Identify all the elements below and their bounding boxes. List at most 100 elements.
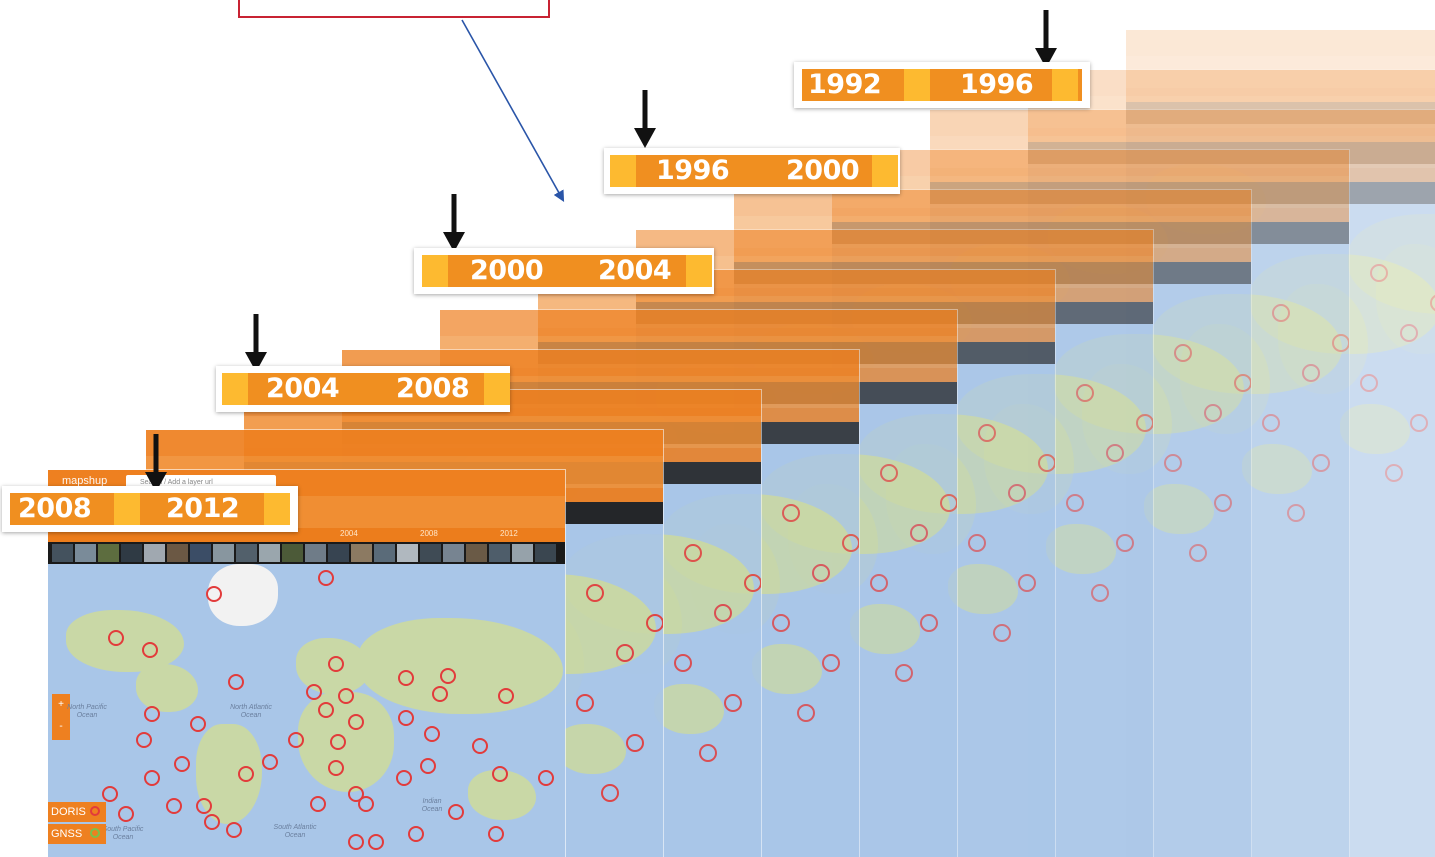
- photo-thumbnail[interactable]: [144, 544, 165, 562]
- station-marker[interactable]: [328, 656, 344, 672]
- land: [654, 684, 724, 734]
- layer-label: GNSS: [51, 828, 83, 840]
- photo-thumbnail[interactable]: [167, 544, 188, 562]
- station-marker[interactable]: [318, 570, 334, 586]
- station-marker[interactable]: [440, 668, 456, 684]
- zoom-in-button[interactable]: +: [58, 699, 64, 710]
- layer-doris[interactable]: DORIS: [48, 802, 106, 822]
- station-marker: [1272, 304, 1290, 322]
- station-marker[interactable]: [338, 688, 354, 704]
- photo-thumbnail[interactable]: [535, 544, 556, 562]
- station-marker[interactable]: [144, 770, 160, 786]
- station-marker[interactable]: [238, 766, 254, 782]
- station-marker: [842, 534, 859, 552]
- station-marker[interactable]: [348, 834, 364, 850]
- station-marker[interactable]: [328, 760, 344, 776]
- ocean-label: North Pacific Ocean: [67, 704, 107, 719]
- station-marker[interactable]: [228, 674, 244, 690]
- top-bar: [832, 150, 1349, 176]
- photo-thumbnail[interactable]: [236, 544, 257, 562]
- photo-thumbnail[interactable]: [351, 544, 372, 562]
- photo-thumbnail[interactable]: [259, 544, 280, 562]
- land: [752, 644, 822, 694]
- station-marker: [1018, 574, 1036, 592]
- station-marker[interactable]: [396, 770, 412, 786]
- station-marker[interactable]: [102, 786, 118, 802]
- top-bar: [146, 430, 663, 456]
- station-marker[interactable]: [136, 732, 152, 748]
- photo-thumbnail[interactable]: [328, 544, 349, 562]
- photo-thumbnail[interactable]: [443, 544, 464, 562]
- photo-thumbnail[interactable]: [190, 544, 211, 562]
- station-marker[interactable]: [472, 738, 488, 754]
- station-marker[interactable]: [226, 822, 242, 838]
- station-marker[interactable]: [204, 814, 220, 830]
- station-marker: [1189, 544, 1207, 562]
- photo-thumbnail[interactable]: [75, 544, 96, 562]
- station-marker[interactable]: [488, 826, 504, 842]
- period-bar-highlight: [1052, 69, 1078, 101]
- station-marker[interactable]: [318, 702, 334, 718]
- zoom-out-button[interactable]: -: [59, 721, 63, 732]
- gnss-legend-icon: [90, 828, 100, 838]
- station-marker[interactable]: [142, 642, 158, 658]
- station-marker: [1204, 404, 1222, 422]
- station-marker[interactable]: [498, 688, 514, 704]
- station-marker: [1008, 484, 1026, 502]
- photo-thumbnail[interactable]: [374, 544, 395, 562]
- station-marker: [1312, 454, 1330, 472]
- station-marker: [993, 624, 1011, 642]
- top-bar: [1028, 70, 1435, 96]
- station-marker[interactable]: [118, 806, 134, 822]
- timeline-bar: [930, 168, 1435, 182]
- station-marker: [1066, 494, 1084, 512]
- station-marker[interactable]: [196, 798, 212, 814]
- station-marker[interactable]: [144, 706, 160, 722]
- station-marker[interactable]: [262, 754, 278, 770]
- station-marker[interactable]: [348, 786, 364, 802]
- photo-thumbnail[interactable]: [420, 544, 441, 562]
- photo-thumbnail[interactable]: [305, 544, 326, 562]
- station-marker[interactable]: [330, 734, 346, 750]
- station-marker: [1038, 454, 1055, 472]
- world-map[interactable]: + - North Pacific Ocean North Atlantic O…: [48, 564, 565, 857]
- station-marker[interactable]: [432, 686, 448, 702]
- zoom-control[interactable]: + -: [52, 694, 70, 740]
- station-marker[interactable]: [288, 732, 304, 748]
- photo-thumbnail-strip[interactable]: [48, 542, 565, 564]
- station-marker[interactable]: [408, 826, 424, 842]
- photo-thumbnail[interactable]: [282, 544, 303, 562]
- photo-thumbnail[interactable]: [121, 544, 142, 562]
- photo-thumbnail[interactable]: [466, 544, 487, 562]
- station-marker[interactable]: [108, 630, 124, 646]
- station-marker[interactable]: [306, 684, 322, 700]
- station-marker[interactable]: [538, 770, 554, 786]
- photo-thumbnail[interactable]: [397, 544, 418, 562]
- station-marker[interactable]: [448, 804, 464, 820]
- film-bar: [832, 176, 1349, 208]
- station-marker[interactable]: [424, 726, 440, 742]
- station-marker[interactable]: [190, 716, 206, 732]
- station-marker[interactable]: [420, 758, 436, 774]
- photo-thumbnail[interactable]: [213, 544, 234, 562]
- photo-thumbnail[interactable]: [52, 544, 73, 562]
- station-marker: [978, 424, 996, 442]
- layer-gnss[interactable]: GNSS: [48, 824, 106, 844]
- station-marker[interactable]: [206, 586, 222, 602]
- station-marker[interactable]: [358, 796, 374, 812]
- station-marker[interactable]: [310, 796, 326, 812]
- station-marker[interactable]: [398, 710, 414, 726]
- station-marker[interactable]: [166, 798, 182, 814]
- ocean-label: Indian Ocean: [421, 798, 443, 813]
- photo-thumbnail[interactable]: [512, 544, 533, 562]
- timeline-tick: 2008: [420, 529, 438, 538]
- station-marker[interactable]: [398, 670, 414, 686]
- station-marker[interactable]: [368, 834, 384, 850]
- station-marker[interactable]: [348, 714, 364, 730]
- station-marker: [822, 654, 840, 672]
- station-marker[interactable]: [492, 766, 508, 782]
- station-marker[interactable]: [174, 756, 190, 772]
- station-marker: [812, 564, 830, 582]
- photo-thumbnail[interactable]: [98, 544, 119, 562]
- photo-thumbnail[interactable]: [489, 544, 510, 562]
